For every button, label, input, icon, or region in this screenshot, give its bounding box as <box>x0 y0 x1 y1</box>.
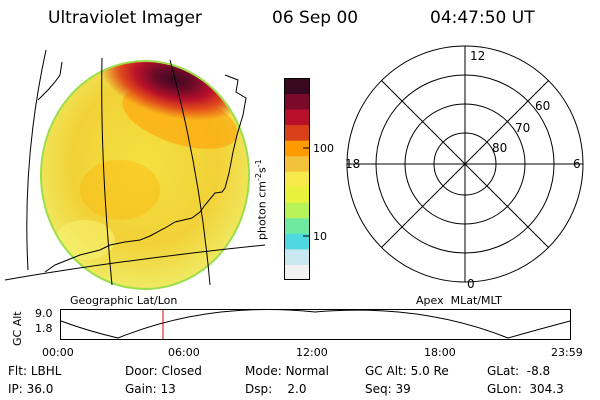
colorbar-stripe <box>284 233 310 250</box>
mlt-label-6: 6 <box>573 157 581 171</box>
colorbar-unit-label: photon cm-2s-1 <box>254 159 269 240</box>
colorbar-tick-10: 10 <box>313 230 327 243</box>
time-tick-0000: 00:00 <box>42 346 74 359</box>
colorbar-stripe <box>284 155 310 172</box>
altitude-axis-label: GC Alt <box>11 311 24 346</box>
image-caption: Geographic Lat/Lon <box>70 294 178 307</box>
mlt-label-0: 0 <box>467 277 475 291</box>
altitude-plot <box>60 309 571 340</box>
polar-caption: Apex MLat/MLT <box>416 294 502 307</box>
field-seq: Seq: 39 <box>365 382 411 396</box>
image-time: 04:47:50 UT <box>430 8 535 28</box>
instrument-title: Ultraviolet Imager <box>48 8 202 28</box>
colorbar-stripe <box>284 171 310 188</box>
altitude-tick-9: 9.0 <box>35 307 53 320</box>
colorbar-stripe <box>284 109 310 126</box>
colorbar-stripe <box>284 217 310 234</box>
field-door: Door: Closed <box>125 364 202 378</box>
colorbar-stripe <box>284 124 310 141</box>
geographic-grid <box>4 49 266 286</box>
field-ip: IP: 36.0 <box>8 382 54 396</box>
colorbar-stripe <box>284 248 310 265</box>
time-tick-0600: 06:00 <box>168 346 200 359</box>
altitude-curve <box>60 309 571 339</box>
colorbar-stripe <box>284 264 310 280</box>
mlat-label-60: 60 <box>535 99 550 113</box>
field-glon: GLon: 304.3 <box>487 382 564 396</box>
color-scale-bar <box>284 78 310 280</box>
colorbar-stripe <box>284 186 310 203</box>
polar-plot: 12 18 6 0 60 70 80 <box>345 45 584 291</box>
field-gc-alt: GC Alt: 5.0 Re <box>365 364 449 378</box>
field-dsp: Dsp: 2.0 <box>245 382 307 396</box>
mlat-label-70: 70 <box>515 121 530 135</box>
colorbar-stripe <box>284 78 310 95</box>
mlt-label-18: 18 <box>345 157 360 171</box>
field-gain: Gain: 13 <box>125 382 176 396</box>
time-tick-1200: 12:00 <box>296 346 328 359</box>
colorbar-stripe <box>284 140 310 157</box>
time-tick-2359: 23:59 <box>551 346 583 359</box>
auroral-image <box>4 49 266 290</box>
colorbar-stripe <box>284 93 310 110</box>
field-glat: GLat: -8.8 <box>487 364 551 378</box>
altitude-tick-1-8: 1.8 <box>35 322 53 335</box>
mlat-label-80: 80 <box>492 141 507 155</box>
field-mode: Mode: Normal <box>245 364 329 378</box>
colorbar-tick-100: 100 <box>313 142 334 155</box>
colorbar-stripe <box>284 202 310 219</box>
field-filter: Flt: LBHL <box>8 364 62 378</box>
time-tick-1800: 18:00 <box>424 346 456 359</box>
mlt-label-12: 12 <box>470 49 485 63</box>
image-date: 06 Sep 00 <box>272 8 359 28</box>
